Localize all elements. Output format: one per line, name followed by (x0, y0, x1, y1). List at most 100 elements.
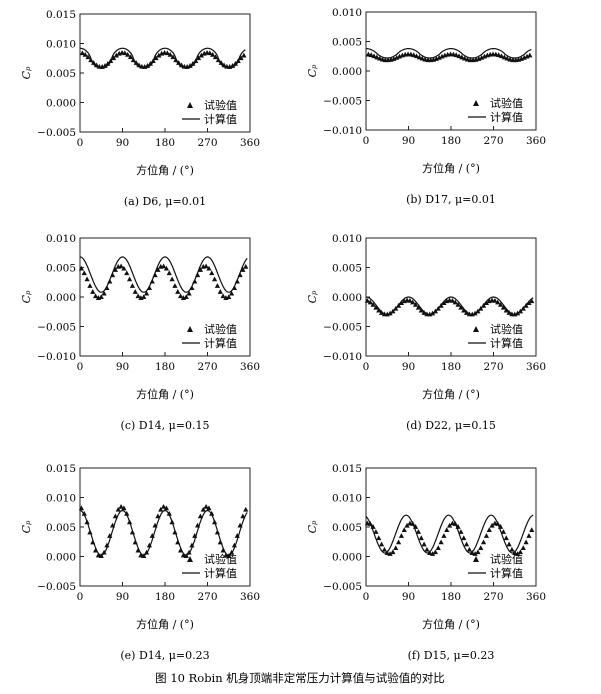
exp-marker (221, 62, 227, 68)
legend-label-exp: 试验值 (490, 322, 523, 336)
y-tick-label: 0.000 (46, 98, 76, 110)
x-tick-label: 270 (483, 135, 503, 147)
exp-marker (390, 308, 396, 314)
exp-marker (418, 307, 424, 313)
x-tick-label: 0 (363, 591, 370, 603)
panel-caption: (f) D15, μ=0.23 (408, 649, 495, 662)
calc-series-line (365, 514, 534, 554)
exp-marker (387, 310, 393, 316)
exp-marker (458, 304, 464, 310)
y-tick-label: 0.005 (332, 263, 362, 275)
exp-marker (381, 546, 388, 552)
exp-marker (107, 533, 113, 538)
exp-marker (150, 58, 156, 64)
y-tick-label: 0.015 (46, 9, 76, 21)
legend-label-exp: 试验值 (204, 322, 237, 336)
exp-marker (214, 529, 221, 535)
exp-marker (427, 550, 433, 556)
exp-marker (91, 60, 97, 65)
legend-marker-exp (187, 326, 193, 332)
exp-marker (170, 54, 176, 60)
exp-marker (495, 521, 501, 526)
exp-marker (463, 541, 470, 547)
exp-marker (456, 53, 462, 59)
x-axis-label: 方位角 / (°) (136, 163, 194, 177)
exp-marker (155, 513, 161, 519)
exp-marker (152, 272, 158, 278)
exp-marker (503, 307, 509, 313)
exp-marker (183, 294, 189, 300)
exp-marker (220, 547, 226, 553)
exp-marker (376, 535, 382, 541)
exp-marker (81, 510, 87, 516)
exp-marker (207, 50, 213, 56)
exp-marker (175, 289, 181, 294)
exp-marker (501, 54, 507, 60)
x-tick-label: 90 (116, 591, 129, 603)
exp-marker (374, 54, 380, 60)
calc-series-line (79, 256, 248, 293)
exp-marker (115, 506, 121, 512)
y-tick-label: 0.010 (332, 233, 362, 245)
y-tick-label: 0.000 (332, 66, 362, 78)
exp-marker (192, 278, 198, 284)
exp-marker (486, 527, 492, 533)
exp-marker (480, 302, 487, 308)
exp-marker (411, 52, 417, 58)
exp-marker (189, 285, 195, 291)
chart-panel-5: 0 90 180 270 360 −0.005 0.000 0.005 0.010 0.015 Cₚ… (306, 463, 546, 662)
exp-marker (87, 283, 93, 288)
exp-marker (472, 551, 478, 556)
y-tick-label: −0.010 (323, 351, 362, 363)
chart-panel-2: 0 90 180 270 360 −0.010 −0.005 0.000 0.005 0.010 C… (20, 233, 260, 432)
legend-label-exp: 试验值 (204, 98, 237, 112)
exp-marker (109, 272, 116, 278)
exp-marker (112, 267, 119, 272)
x-tick-label: 90 (402, 135, 415, 147)
exp-marker (412, 301, 419, 307)
exp-marker (526, 300, 532, 306)
exp-marker (197, 513, 204, 519)
exp-marker (104, 542, 110, 548)
exp-marker (81, 270, 87, 276)
exp-marker (164, 50, 170, 56)
y-axis-label: Cₚ (20, 290, 33, 303)
legend-marker-exp (473, 326, 479, 332)
x-tick-label: 270 (197, 137, 217, 149)
legend-label-calc: 计算值 (204, 112, 237, 126)
exp-marker (186, 549, 192, 555)
y-tick-label: −0.005 (323, 322, 362, 334)
exp-marker (232, 60, 238, 66)
legend-label-exp: 试验值 (490, 552, 523, 566)
exp-marker (370, 524, 376, 529)
x-tick-label: 270 (483, 591, 503, 603)
x-axis-label: 方位角 / (°) (136, 617, 194, 631)
panels: 0 90 180 270 360 −0.005 0.000 0.005 0.010 0.015 Cₚ… (20, 7, 546, 662)
exp-marker (149, 533, 155, 538)
exp-marker (155, 267, 161, 272)
exp-marker (520, 545, 526, 551)
y-tick-label: 0.010 (46, 39, 76, 51)
exp-marker (226, 553, 232, 559)
exp-marker (436, 54, 442, 60)
exp-marker (453, 52, 459, 58)
y-axis-label: Cₚ (306, 520, 319, 533)
exp-marker (92, 547, 99, 553)
legend-label-calc: 计算值 (204, 336, 237, 350)
exp-marker (197, 267, 204, 272)
exp-marker (509, 546, 515, 552)
x-tick-label: 180 (155, 137, 175, 149)
exp-marker (368, 52, 374, 58)
exp-marker (241, 52, 247, 58)
y-tick-label: −0.010 (323, 125, 362, 137)
x-tick-label: 0 (363, 361, 370, 373)
exp-marker (124, 510, 130, 516)
exp-marker (432, 549, 439, 555)
exp-marker (212, 54, 219, 60)
exp-marker (135, 293, 141, 299)
exp-marker (211, 276, 218, 282)
y-tick-label: 0.005 (46, 68, 76, 80)
exp-marker (483, 300, 490, 306)
exp-marker (209, 510, 215, 516)
exp-marker (198, 52, 204, 58)
